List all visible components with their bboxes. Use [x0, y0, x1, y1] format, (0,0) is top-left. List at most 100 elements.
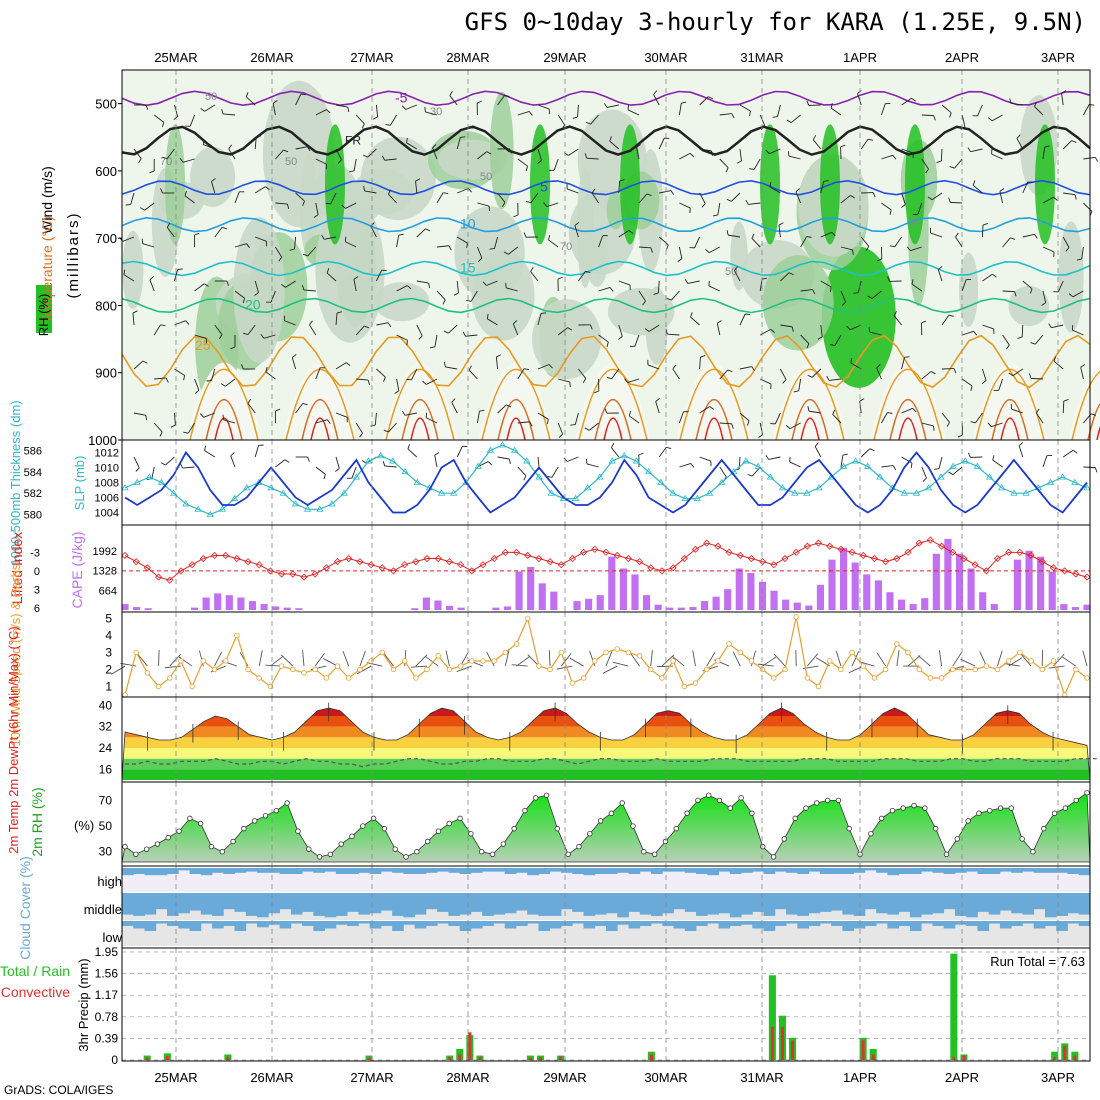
wind-barb	[937, 269, 943, 282]
wind-barb-flag	[936, 160, 942, 163]
wind-barb-flag	[123, 269, 126, 275]
wind-barb	[295, 94, 302, 106]
date-label-top: 31MAR	[740, 50, 783, 65]
wind-barb-flag	[1074, 194, 1077, 200]
li-marker	[1049, 564, 1058, 572]
cloud-cell	[696, 868, 708, 874]
rh-marker	[403, 854, 409, 860]
wind-barb-flag	[872, 192, 876, 198]
wind-barb	[699, 148, 712, 152]
wind-barb	[214, 324, 223, 335]
wind-barb	[263, 334, 276, 339]
thickness-marker	[340, 489, 348, 496]
wind-barb-flag	[383, 376, 386, 382]
rh-contour-label: 50	[285, 156, 297, 168]
wind-barb	[940, 148, 943, 162]
rh-marker	[522, 807, 528, 814]
wind-barb-flag	[1072, 449, 1078, 454]
cape-bar	[955, 553, 964, 610]
surface-barb	[359, 650, 366, 667]
li-marker	[266, 567, 274, 575]
cloud-cell	[189, 868, 202, 874]
precip-tick-label: 0.39	[95, 1031, 119, 1045]
cloud-cell	[425, 868, 438, 873]
rh-shade	[821, 246, 896, 388]
warm-bulge	[1068, 364, 1100, 440]
surface-barb	[1053, 653, 1065, 667]
slp-tick-label: 1010	[95, 463, 119, 475]
wind-barb	[153, 114, 165, 123]
cloud-cell	[212, 868, 224, 873]
wind-barb-flag	[814, 442, 819, 447]
precip-conv-bar	[145, 1057, 149, 1060]
wind-barb-flag	[477, 257, 483, 262]
wind-barb-flag	[853, 292, 859, 294]
wind-barb	[436, 290, 446, 301]
wind-barb-flag	[541, 312, 547, 314]
rh-marker	[543, 792, 550, 798]
wind-barb	[999, 191, 1004, 204]
wind-barb	[497, 456, 510, 460]
li-marker	[333, 558, 342, 566]
li-marker	[635, 558, 644, 566]
rh-shade	[1058, 221, 1084, 333]
li-marker	[546, 558, 554, 566]
wind-barb-flag	[700, 355, 706, 358]
wind-barb-flag	[254, 292, 259, 296]
wind-barb-flag	[606, 376, 612, 380]
rh-shade	[471, 250, 535, 341]
rh-marker	[760, 843, 766, 850]
wind-barb-flag	[795, 188, 800, 193]
cloud-cell	[279, 893, 292, 910]
wind-barb-flag	[701, 203, 706, 208]
warm-bulge	[478, 362, 554, 440]
cloud-cell	[448, 868, 461, 873]
wind-barb	[611, 447, 620, 458]
wind-barb	[182, 466, 195, 469]
surface-barb	[456, 665, 472, 672]
wind-barb	[568, 148, 579, 156]
rh-marker	[273, 807, 280, 814]
rh-marker	[1073, 797, 1079, 804]
wind-barb	[425, 111, 438, 116]
thickness-marker	[1010, 489, 1018, 496]
wind-barb-flag	[712, 214, 719, 217]
cloud-cell	[234, 921, 247, 931]
precip-total-bar	[1051, 1051, 1059, 1060]
wind-barb	[574, 225, 579, 238]
cloud-cell	[189, 893, 202, 911]
date-label-bottom: 29MAR	[543, 1070, 586, 1085]
wind-barb-flag	[160, 462, 166, 466]
rh-marker	[651, 851, 658, 857]
cape-bar	[758, 581, 767, 610]
thickness-marker	[693, 494, 702, 501]
rh-marker	[846, 825, 852, 832]
cloud-cell	[549, 893, 562, 916]
cloud-cell	[313, 868, 326, 873]
wind-barb-flag	[930, 371, 936, 375]
rh-marker	[932, 825, 939, 832]
wind-barb-flag	[272, 100, 278, 104]
wind-barb	[961, 114, 966, 127]
wind-barb-flag	[1094, 467, 1098, 473]
axis-label-precip: 3hr Precip (mm)	[76, 958, 91, 1051]
wind-barb	[189, 114, 196, 127]
cloud-cell	[763, 921, 776, 931]
wind-barb-flag	[543, 202, 548, 207]
credit-label: GrADS: COLA/IGES	[4, 1083, 114, 1097]
cloud-cell	[628, 868, 641, 874]
axis-label-temp: 2m Temp 2m DewPt (6hr Min/Max) (°C)	[6, 626, 21, 853]
wind-speed-marker	[983, 663, 990, 669]
wind-barb	[591, 192, 599, 204]
wind-barb-flag	[690, 312, 693, 318]
li-marker	[759, 558, 767, 566]
isotherm-20	[121, 297, 1091, 314]
thickness-marker	[717, 478, 726, 485]
cloud-cell	[1078, 893, 1091, 915]
cloud-cell	[662, 921, 674, 926]
wind-speed-marker	[513, 641, 520, 647]
wind-barb-flag	[787, 151, 790, 157]
rh-marker	[997, 805, 1004, 811]
legend-convective: Convective	[1, 984, 70, 1000]
rh-contour-label: 70	[160, 156, 172, 168]
